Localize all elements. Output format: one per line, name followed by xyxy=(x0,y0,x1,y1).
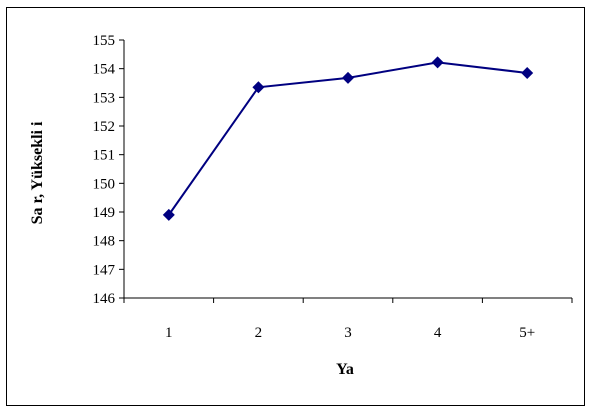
data-point-marker xyxy=(521,66,534,79)
y-tick-label: 150 xyxy=(93,176,116,192)
x-axis-title: Ya xyxy=(336,361,354,378)
data-point-marker xyxy=(252,81,265,94)
y-ticks: 146 147 148 149 150 151 152 153 154 155 xyxy=(93,33,124,307)
series-line xyxy=(167,61,528,216)
y-axis-title: Sa r, Yüksekli i xyxy=(29,121,46,224)
y-tick-label: 147 xyxy=(93,262,116,278)
x-ticks: 1 2 3 4 5+ xyxy=(123,298,573,341)
y-tick-label: 154 xyxy=(93,62,116,78)
y-tick-label: 148 xyxy=(93,234,116,250)
data-point-marker xyxy=(342,71,354,84)
data-point-marker xyxy=(431,56,444,69)
data-point-marker xyxy=(162,208,175,221)
y-tick-label: 151 xyxy=(93,148,116,164)
y-tick-label: 153 xyxy=(93,90,116,106)
y-tick-label: 155 xyxy=(93,33,116,49)
axes xyxy=(123,40,572,299)
x-tick-label: 2 xyxy=(255,325,263,341)
y-tick-label: 149 xyxy=(93,205,116,221)
x-tick-label: 3 xyxy=(344,325,352,341)
x-tick-label: 4 xyxy=(434,325,442,341)
series-layer xyxy=(162,56,534,221)
y-tick-label: 152 xyxy=(93,119,116,135)
chart-frame xyxy=(6,7,585,406)
x-tick-label: 5+ xyxy=(519,325,535,341)
x-tick-label: 1 xyxy=(165,325,173,341)
y-tick-label: 146 xyxy=(93,291,116,307)
